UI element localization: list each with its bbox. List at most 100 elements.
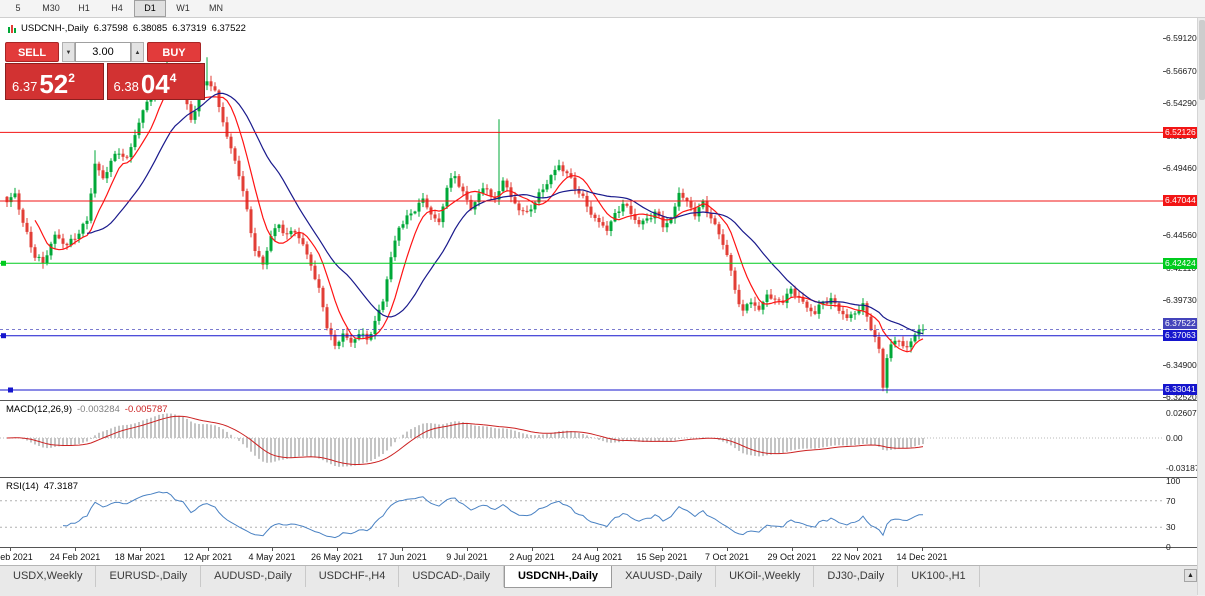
chart-tab[interactable]: AUDUSD-,Daily [201,566,306,587]
date-label: 14 Dec 2021 [896,552,948,562]
date-tick-mark [337,548,338,551]
chart-tab-bar: USDX,Weekly EURUSD-,Daily AUDUSD-,Daily USD… [0,565,1197,596]
macd-name: MACD(12,26,9) [6,404,72,415]
price-tick-mark [1163,300,1166,301]
macd-scale-label: 0.02607 [1166,408,1197,418]
price-tick-label: 6.44560 [1166,230,1197,240]
price-line-badge: 6.52126 [1163,127,1197,138]
chart-tab[interactable]: USDCNH-,Daily [503,566,613,588]
symbol-period-label: USDCNH-,Daily [21,23,89,34]
price-line-badge: 6.47044 [1163,195,1197,206]
date-label: 9 Jul 2021 [446,552,488,562]
scrollbar-thumb[interactable] [1199,20,1205,100]
price-tick-label: 6.32520 [1166,392,1197,402]
date-label: 18 Mar 2021 [114,552,166,562]
date-tick-mark [75,548,76,551]
chart-tab[interactable]: UKOil-,Weekly [716,566,815,587]
rsi-canvas [0,491,1163,539]
price-tick-label: 6.39730 [1166,295,1197,305]
ask-prefix: 6.38 [113,79,139,94]
date-tick-mark [467,548,468,551]
rsi-scale-label: 30 [1166,522,1176,532]
chart-tab[interactable]: USDX,Weekly [0,566,97,587]
date-tick-mark [597,548,598,551]
rsi-header: RSI(14) 47.3187 [6,481,78,492]
ask-big-digits: 04 [140,69,170,99]
price-tick-mark [1163,365,1166,366]
date-label: 2 Aug 2021 [509,552,555,562]
date-label: 2 Feb 2021 [0,552,33,562]
price-chart-panel[interactable]: USDCNH-,Daily 6.37598 6.38085 6.37319 6.… [0,18,1197,400]
chart-tab[interactable]: XAUUSD-,Daily [612,566,717,587]
date-label: 7 Oct 2021 [704,552,750,562]
tab-scroll-button[interactable]: ▲ [1184,569,1197,582]
volume-input[interactable] [75,42,131,62]
ohlc-header: USDCNH-,Daily 6.37598 6.38085 6.37319 6.… [7,23,251,34]
rsi-name: RSI(14) [6,481,39,492]
timeframe-button-h4[interactable]: H4 [111,3,123,13]
date-tick-mark [140,548,141,551]
date-label: 22 Nov 2021 [831,552,883,562]
macd-value: -0.003284 [77,404,120,415]
price-tick-label: 6.54290 [1166,98,1197,108]
date-label: 29 Oct 2021 [767,552,817,562]
price-line-badge: 6.42424 [1163,258,1197,269]
price-tick-label: 6.34900 [1166,360,1197,370]
price-axis[interactable]: 6.591206.566706.542906.518406.494606.470… [1163,18,1197,565]
price-tick-mark [1163,168,1166,169]
date-label: 26 May 2021 [310,552,364,562]
chevron-down-icon: ▼ [65,50,72,56]
chart-tab[interactable]: EURUSD-,Daily [96,566,202,587]
date-tick-mark [727,548,728,551]
timeframe-button-5[interactable]: 5 [15,3,21,13]
rsi-indicator-panel[interactable]: RSI(14) 47.3187 [0,477,1197,547]
timeframe-button-mn[interactable]: MN [209,3,223,13]
date-label: 24 Feb 2021 [49,552,101,562]
bid-prefix: 6.37 [12,79,38,94]
date-label: 4 May 2021 [248,552,296,562]
price-tick-mark [1163,38,1166,39]
ask-price-display[interactable]: 6.38 04 4 [106,63,205,100]
low-value: 6.37319 [172,23,207,34]
rsi-scale-label: 70 [1166,496,1176,506]
macd-signal-value: -0.005787 [124,404,168,415]
timeframe-button-m30[interactable]: M30 [42,3,60,13]
macd-scale-label: 0.00 [1166,433,1183,443]
timeframe-toolbar: 5 M30 H1 H4 D1 W1 MN [0,0,1205,18]
candlestick-chart-canvas[interactable] [0,18,1163,400]
date-tick-mark [208,548,209,551]
rsi-scale-label: 100 [1166,476,1181,486]
date-tick-mark [10,548,11,551]
chart-tab[interactable]: UK100-,H1 [898,566,980,587]
vertical-scrollbar[interactable] [1197,18,1205,595]
close-value: 6.37522 [211,23,246,34]
date-tick-mark [857,548,858,551]
date-axis[interactable]: 2 Feb 2021 24 Feb 2021 18 Mar 2021 12 Apr 2… [0,547,1197,565]
macd-header: MACD(12,26,9) -0.003284 -0.005787 [6,404,168,415]
timeframe-button-d1[interactable]: D1 [134,0,166,17]
bid-price-badge: 6.37522 [1163,318,1197,329]
sell-button[interactable]: SELL [5,42,59,62]
bid-big-digits: 52 [39,69,69,99]
rsi-scale-label: 0 [1166,542,1171,552]
timeframe-button-w1[interactable]: W1 [176,3,190,13]
buy-button[interactable]: BUY [147,42,201,62]
timeframe-button-h1[interactable]: H1 [78,3,90,13]
date-tick-mark [532,548,533,551]
chart-tab[interactable]: USDCAD-,Daily [399,566,504,587]
date-label: 17 Jun 2021 [377,552,427,562]
chart-window[interactable]: USDCNH-,Daily 6.37598 6.38085 6.37319 6.… [0,18,1197,565]
macd-indicator-panel[interactable]: MACD(12,26,9) -0.003284 -0.005787 [0,400,1197,477]
chart-tab[interactable]: USDCHF-,H4 [305,566,400,587]
triangle-up-icon: ▲ [1187,572,1194,579]
date-label: 24 Aug 2021 [571,552,623,562]
volume-decrease-button[interactable]: ▼ [62,42,75,62]
one-click-trading-widget: SELL ▼ ▲ BUY 6.37 52 2 6.38 [5,42,205,100]
price-tick-label: 6.59120 [1166,33,1197,43]
volume-increase-button[interactable]: ▲ [131,42,144,62]
date-label: 15 Sep 2021 [636,552,688,562]
chart-tab[interactable]: DJ30-,Daily [814,566,899,587]
date-label: 12 Apr 2021 [183,552,233,562]
bid-price-display[interactable]: 6.37 52 2 [5,63,104,100]
